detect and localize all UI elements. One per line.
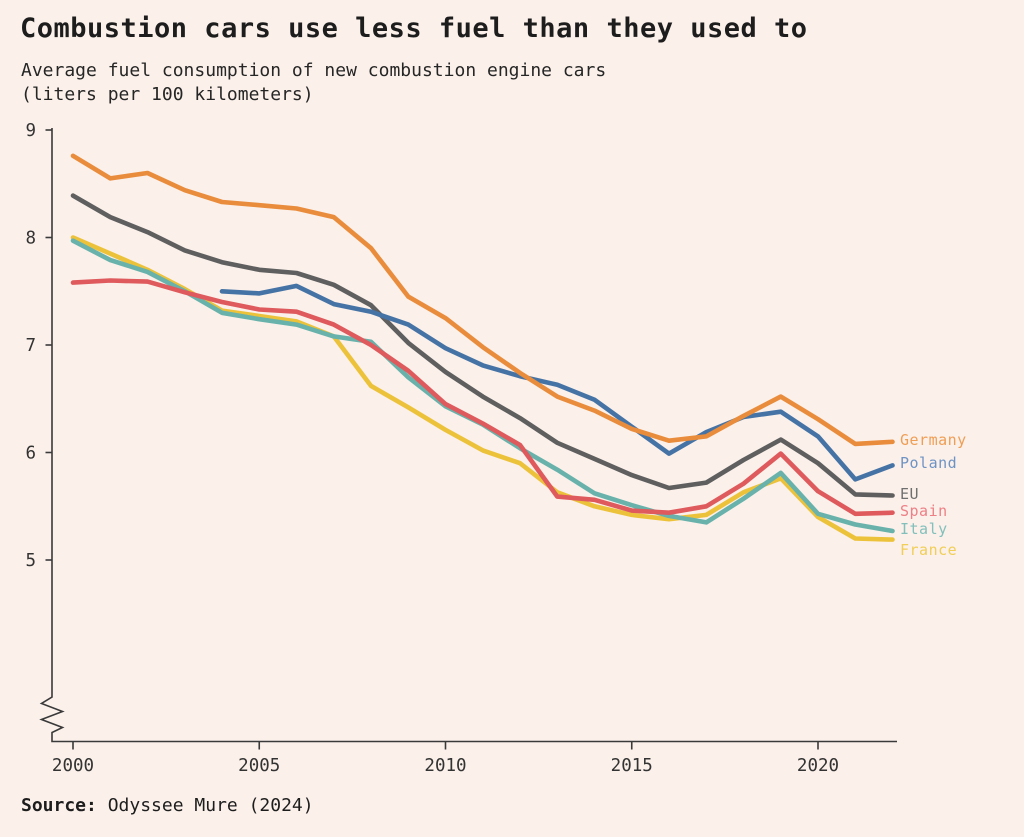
series-line-italy — [70, 238, 895, 534]
source-line: Source: Odyssee Mure (2024) — [21, 795, 314, 816]
series-line-spain — [70, 278, 895, 517]
series-line-germany — [70, 153, 895, 447]
x-tick-label: 2005 — [238, 756, 280, 776]
chart-title: Combustion cars use less fuel than they … — [20, 13, 808, 44]
chart-subtitle-line2: (liters per 100 kilometers) — [21, 83, 314, 105]
x-tick-label: 2000 — [52, 756, 94, 776]
series-line-eu — [70, 193, 895, 498]
y-tick-label: 7 — [25, 336, 36, 356]
y-tick-label: 5 — [25, 551, 36, 571]
source-label: Source: — [21, 795, 97, 816]
source-text: Odyssee Mure (2024) — [107, 795, 314, 816]
axis-lines — [39, 128, 897, 743]
chart-subtitle: Average fuel consumption of new combusti… — [21, 59, 606, 106]
series-line-france — [70, 235, 895, 542]
y-tick-label: 9 — [25, 121, 36, 141]
x-tick-label: 2010 — [424, 756, 466, 776]
series-line-poland — [219, 283, 895, 482]
x-tick-label: 2015 — [611, 756, 653, 776]
y-tick-label: 6 — [25, 444, 36, 464]
x-tick-label: 2020 — [797, 756, 839, 776]
chart-subtitle-line1: Average fuel consumption of new combusti… — [21, 60, 607, 81]
y-tick-label: 8 — [25, 229, 36, 249]
